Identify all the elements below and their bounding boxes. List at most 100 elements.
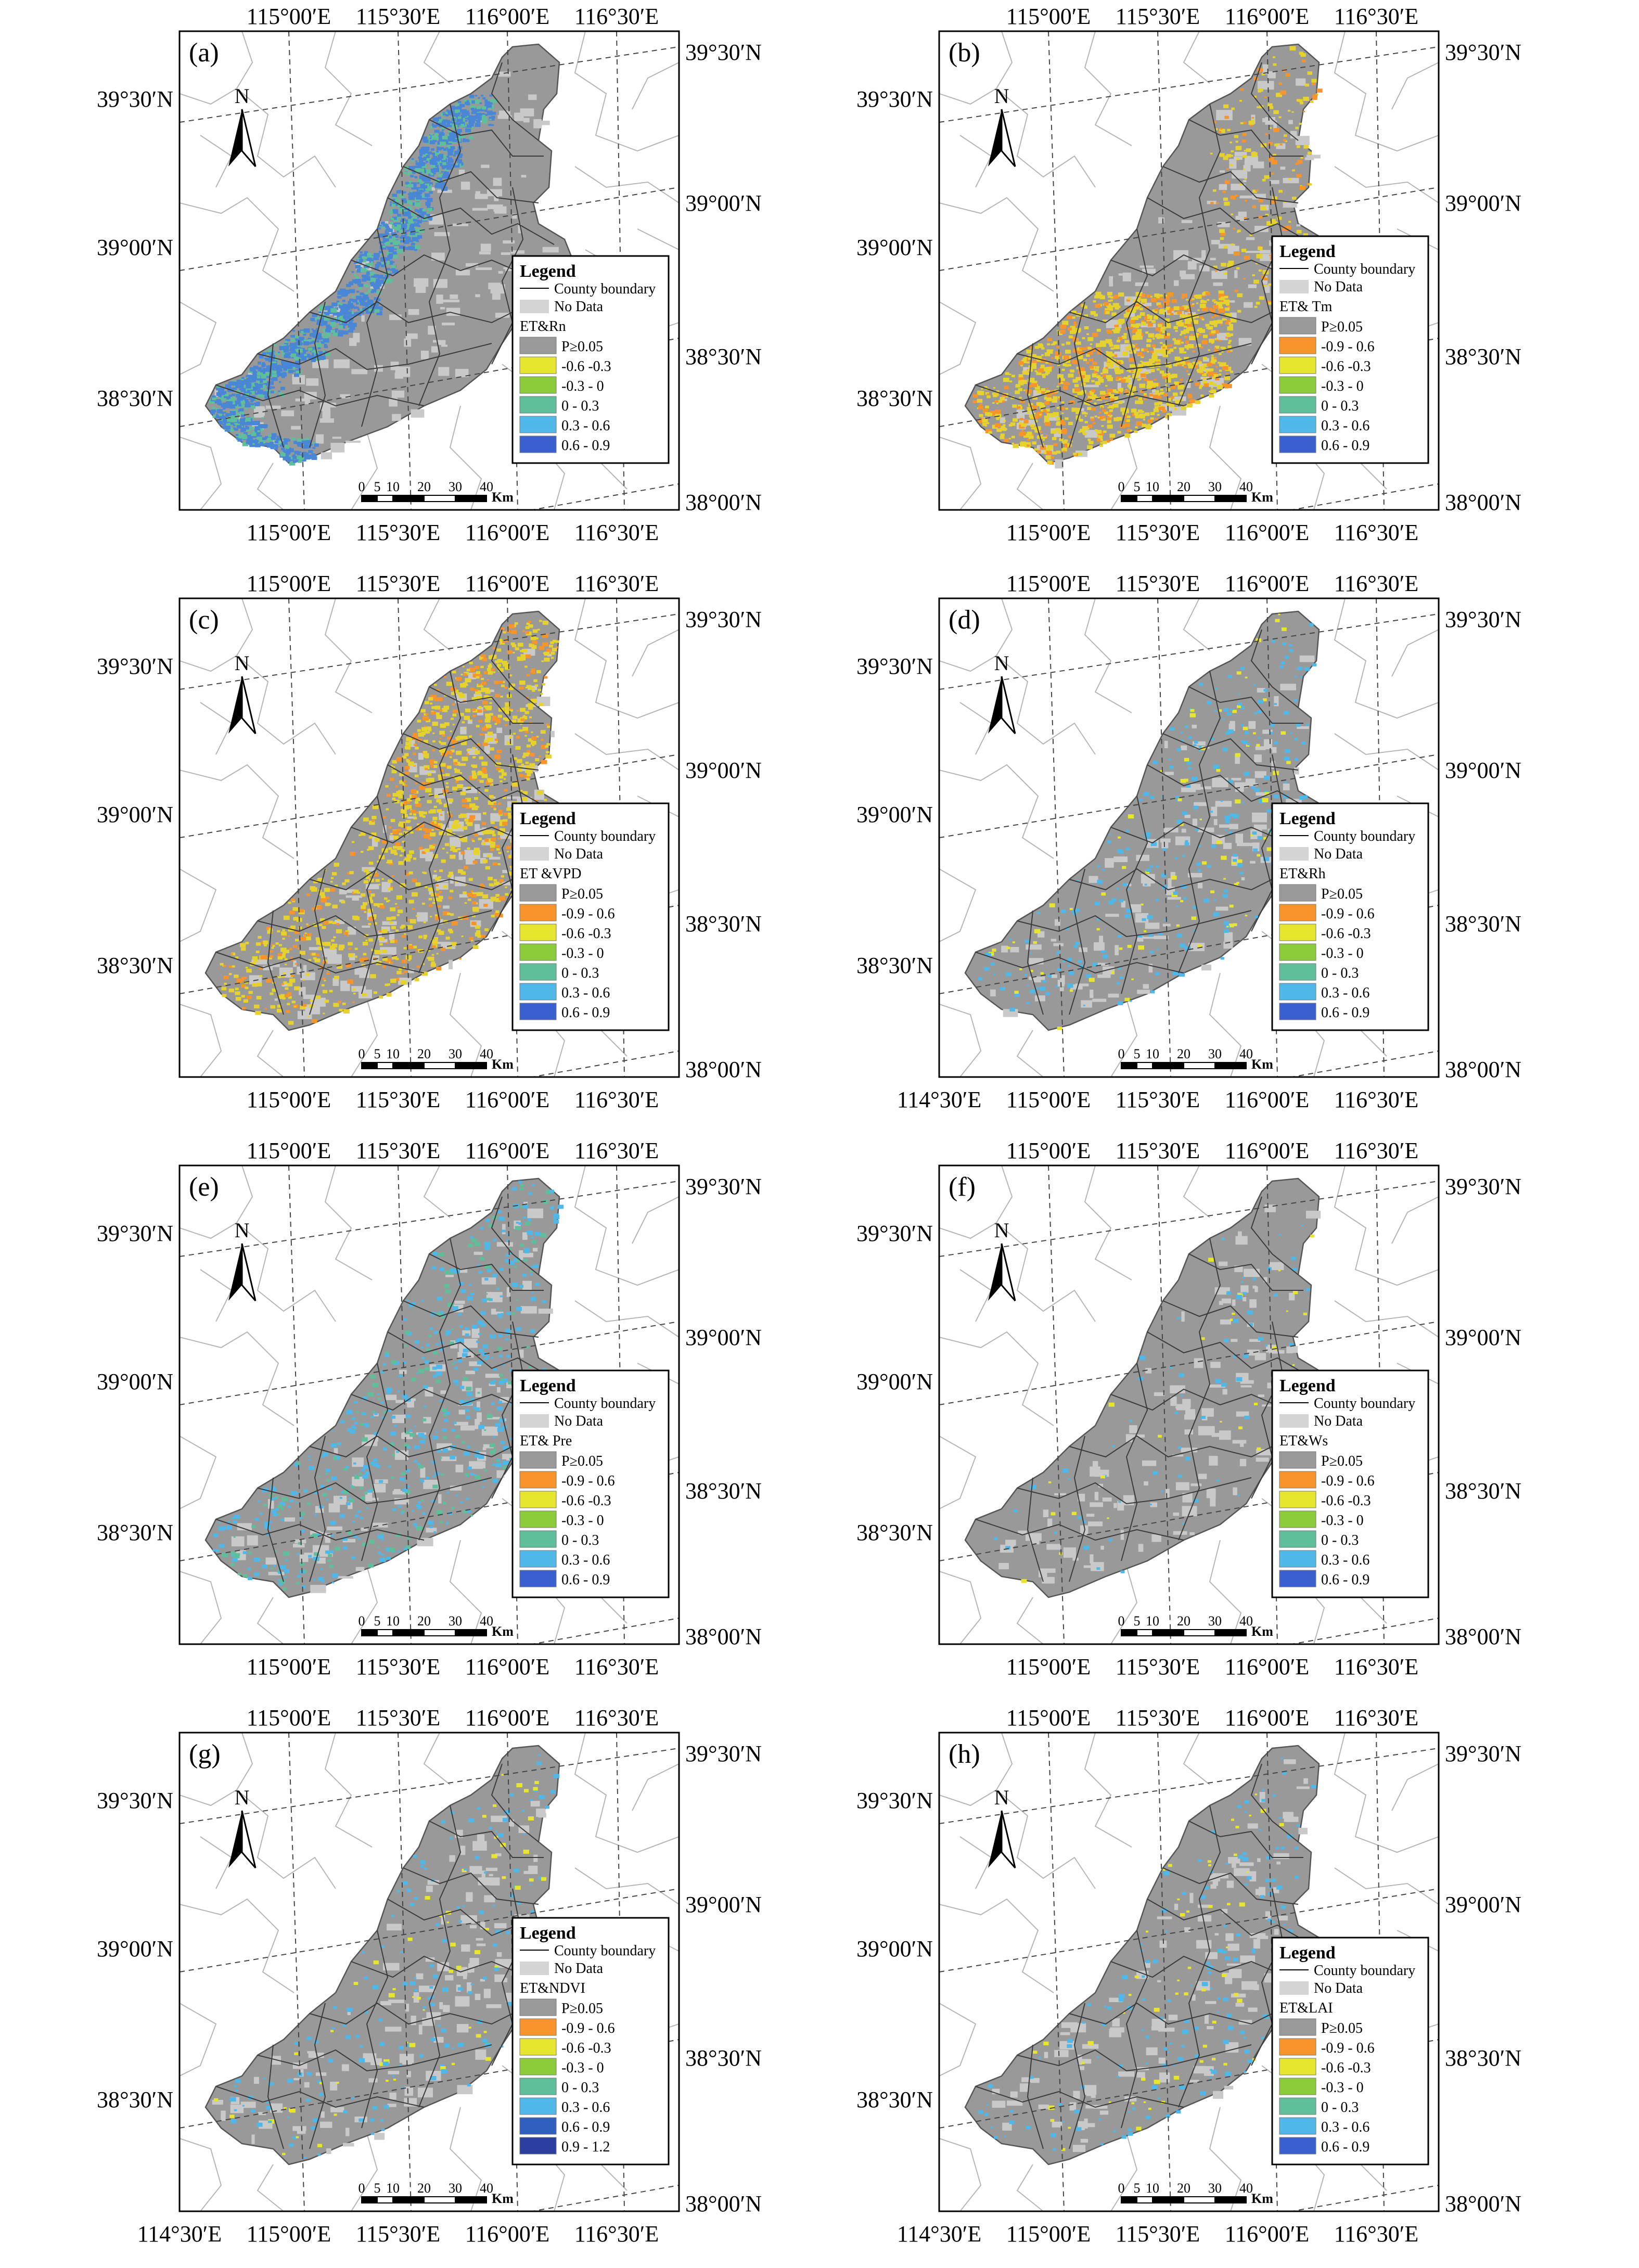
correlation-pixel: [526, 685, 532, 688]
correlation-pixel: [1027, 439, 1030, 441]
correlation-pixel: [1252, 119, 1254, 121]
correlation-pixel: [421, 851, 426, 854]
correlation-pixel: [1018, 404, 1022, 407]
no-data-patch: [347, 926, 356, 935]
correlation-pixel: [279, 346, 286, 350]
correlation-pixel: [1147, 323, 1153, 327]
correlation-pixel: [472, 914, 476, 917]
correlation-pixel: [444, 722, 450, 726]
correlation-pixel: [1041, 388, 1046, 392]
correlation-pixel: [211, 406, 215, 409]
correlation-pixel: [1034, 429, 1040, 433]
correlation-pixel: [1157, 296, 1163, 300]
correlation-pixel: [1045, 373, 1048, 376]
correlation-pixel: [1092, 332, 1098, 337]
correlation-pixel: [451, 151, 455, 154]
correlation-pixel: [428, 810, 433, 814]
correlation-pixel: [392, 760, 397, 764]
correlation-pixel: [1201, 318, 1205, 321]
correlation-pixel: [241, 401, 246, 404]
correlation-pixel: [1083, 358, 1087, 362]
correlation-pixel: [1299, 123, 1302, 125]
no-data-patch: [455, 270, 470, 276]
correlation-pixel: [243, 417, 246, 420]
correlation-pixel: [251, 376, 257, 380]
correlation-pixel: [454, 769, 460, 773]
scale-segment: [1152, 495, 1184, 502]
correlation-pixel: [1155, 315, 1159, 317]
correlation-pixel: [1155, 327, 1161, 331]
no-data-patch: [421, 351, 429, 360]
correlation-pixel: [434, 154, 438, 156]
correlation-pixel: [453, 762, 457, 765]
correlation-pixel: [261, 370, 267, 375]
correlation-pixel: [462, 721, 465, 724]
correlation-pixel: [382, 245, 386, 248]
correlation-pixel: [1060, 407, 1065, 411]
correlation-pixel: [305, 936, 311, 941]
correlation-pixel: [342, 330, 349, 335]
correlation-pixel: [223, 976, 229, 979]
correlation-pixel: [337, 315, 340, 317]
correlation-pixel: [1141, 322, 1146, 326]
correlation-pixel: [1253, 95, 1257, 98]
correlation-pixel: [1273, 56, 1276, 58]
correlation-pixel: [1046, 413, 1053, 418]
correlation-pixel: [248, 991, 253, 994]
correlation-pixel: [1198, 361, 1202, 364]
correlation-pixel: [287, 339, 290, 341]
correlation-pixel: [526, 674, 530, 676]
correlation-pixel: [446, 120, 450, 123]
correlation-pixel: [432, 124, 437, 128]
correlation-pixel: [1234, 135, 1239, 138]
correlation-pixel: [1311, 79, 1317, 83]
no-data-patch: [493, 177, 502, 186]
correlation-pixel: [340, 311, 343, 313]
correlation-pixel: [1083, 305, 1087, 309]
correlation-pixel: [272, 944, 275, 946]
correlation-pixel: [376, 262, 381, 265]
correlation-pixel: [505, 886, 507, 888]
correlation-pixel: [1134, 306, 1139, 310]
correlation-pixel: [408, 215, 413, 219]
correlation-pixel: [1303, 145, 1309, 149]
correlation-pixel: [442, 136, 447, 139]
correlation-pixel: [461, 936, 464, 938]
correlation-pixel: [408, 171, 412, 174]
correlation-pixel: [240, 388, 246, 392]
correlation-pixel: [1109, 396, 1114, 400]
correlation-pixel: [1084, 421, 1088, 424]
correlation-pixel: [1040, 431, 1042, 433]
correlation-pixel: [268, 434, 272, 437]
correlation-pixel: [236, 436, 242, 441]
no-data-patch: [1229, 159, 1237, 169]
correlation-pixel: [1273, 221, 1277, 224]
correlation-pixel: [515, 647, 519, 650]
correlation-pixel: [430, 763, 433, 765]
correlation-pixel: [1118, 337, 1123, 340]
correlation-pixel: [462, 665, 465, 668]
correlation-pixel: [1099, 444, 1103, 447]
correlation-pixel: [439, 133, 445, 137]
correlation-pixel: [247, 390, 250, 392]
no-data-patch: [1187, 261, 1197, 270]
correlation-pixel: [1116, 417, 1122, 421]
correlation-pixel: [270, 950, 273, 953]
correlation-pixel: [334, 863, 338, 867]
correlation-pixel: [1193, 346, 1196, 349]
correlation-pixel: [281, 375, 285, 378]
correlation-pixel: [996, 428, 1002, 432]
neighbor-county-boundary: [180, 868, 217, 942]
correlation-pixel: [1199, 316, 1203, 319]
right-lat-label: 38°00′N: [1445, 490, 1521, 515]
correlation-pixel: [331, 943, 338, 948]
correlation-pixel: [474, 834, 479, 837]
correlation-pixel: [1222, 318, 1226, 321]
no-data-patch: [466, 263, 479, 267]
correlation-pixel: [408, 959, 411, 961]
correlation-pixel: [1123, 313, 1130, 318]
correlation-pixel: [414, 978, 419, 982]
scale-tick-label: 40: [1239, 479, 1253, 494]
correlation-pixel: [982, 409, 989, 413]
neighbor-county-boundary: [180, 437, 222, 510]
